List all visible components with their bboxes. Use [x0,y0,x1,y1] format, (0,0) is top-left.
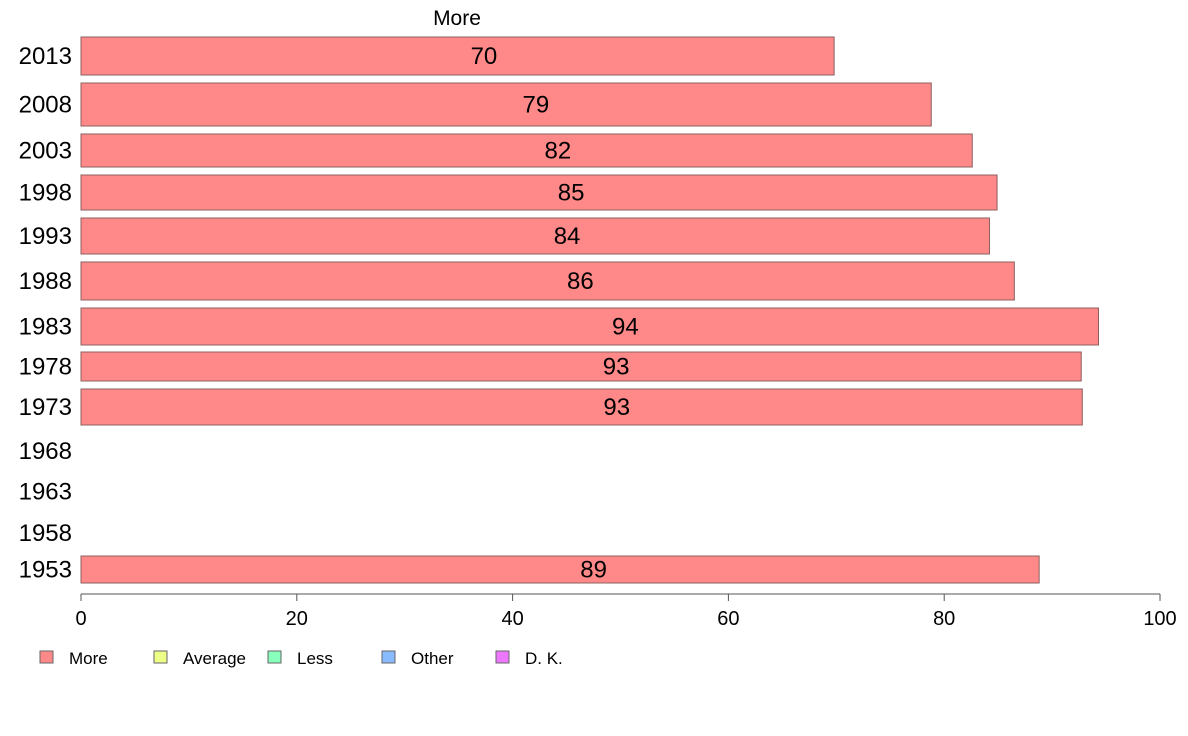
legend-label: Average [183,649,246,668]
bar [80,36,835,76]
x-axis: 0 20 40 60 80 100 [75,593,1177,630]
bar-value-label: 93 [603,394,630,421]
bar [80,82,932,127]
bar [80,217,991,255]
category-label: 2003 [19,138,72,165]
legend-item: Other [381,649,454,668]
category-label: 2013 [19,43,72,70]
chart-title: More [433,7,481,30]
legend-swatch [39,650,54,664]
legend: More Average Less Other D. K. [39,649,563,668]
bar [80,555,1040,584]
category-label: 1973 [19,394,72,421]
category-label: 1968 [19,438,72,465]
bar-value-label: 82 [544,138,571,165]
bar [80,133,973,168]
category-label: 1958 [19,520,72,547]
category-label: 1993 [19,223,72,250]
bar [80,174,998,211]
x-tick-label: 0 [75,608,86,630]
bar [80,261,1015,301]
legend-item: D. K. [495,649,563,668]
x-tick-label: 60 [717,608,739,630]
category-label: 1963 [19,479,72,506]
x-tick-label: 40 [501,608,523,630]
bar-value-label: 79 [523,92,550,119]
bar-value-label: 70 [471,43,498,70]
legend-label: Less [297,649,333,668]
legend-item: Less [267,649,333,668]
legend-swatch [267,650,282,664]
bar [80,351,1082,382]
category-label: 1983 [19,314,72,341]
legend-label: Other [411,649,454,668]
x-tick-label: 100 [1143,608,1176,630]
bar-value-label: 89 [580,557,607,584]
x-tick-label: 80 [933,608,955,630]
category-label: 1953 [19,557,72,584]
legend-item: More [39,649,108,668]
bar-value-label: 94 [612,314,639,341]
legend-swatch [153,650,168,664]
legend-label: D. K. [525,649,563,668]
category-labels: 2013 2008 2003 1998 1993 1988 1983 1978 1973 1968… [19,43,72,584]
category-label: 2008 [19,92,72,119]
bar-value-label: 85 [558,180,585,207]
bar-value-label: 86 [567,268,594,295]
bar-value-label: 93 [603,354,630,381]
bar-value-label: 84 [554,223,581,250]
legend-swatch [381,650,396,664]
bar [80,388,1083,426]
legend-swatch [495,650,510,664]
legend-label: More [69,649,108,668]
category-label: 1978 [19,354,72,381]
category-label: 1998 [19,180,72,207]
bar [80,307,1099,346]
legend-item: Average [153,649,246,668]
bars: 70 79 82 85 84 86 94 93 93 89 [80,36,1099,584]
x-tick-label: 20 [286,608,308,630]
category-label: 1988 [19,268,72,295]
